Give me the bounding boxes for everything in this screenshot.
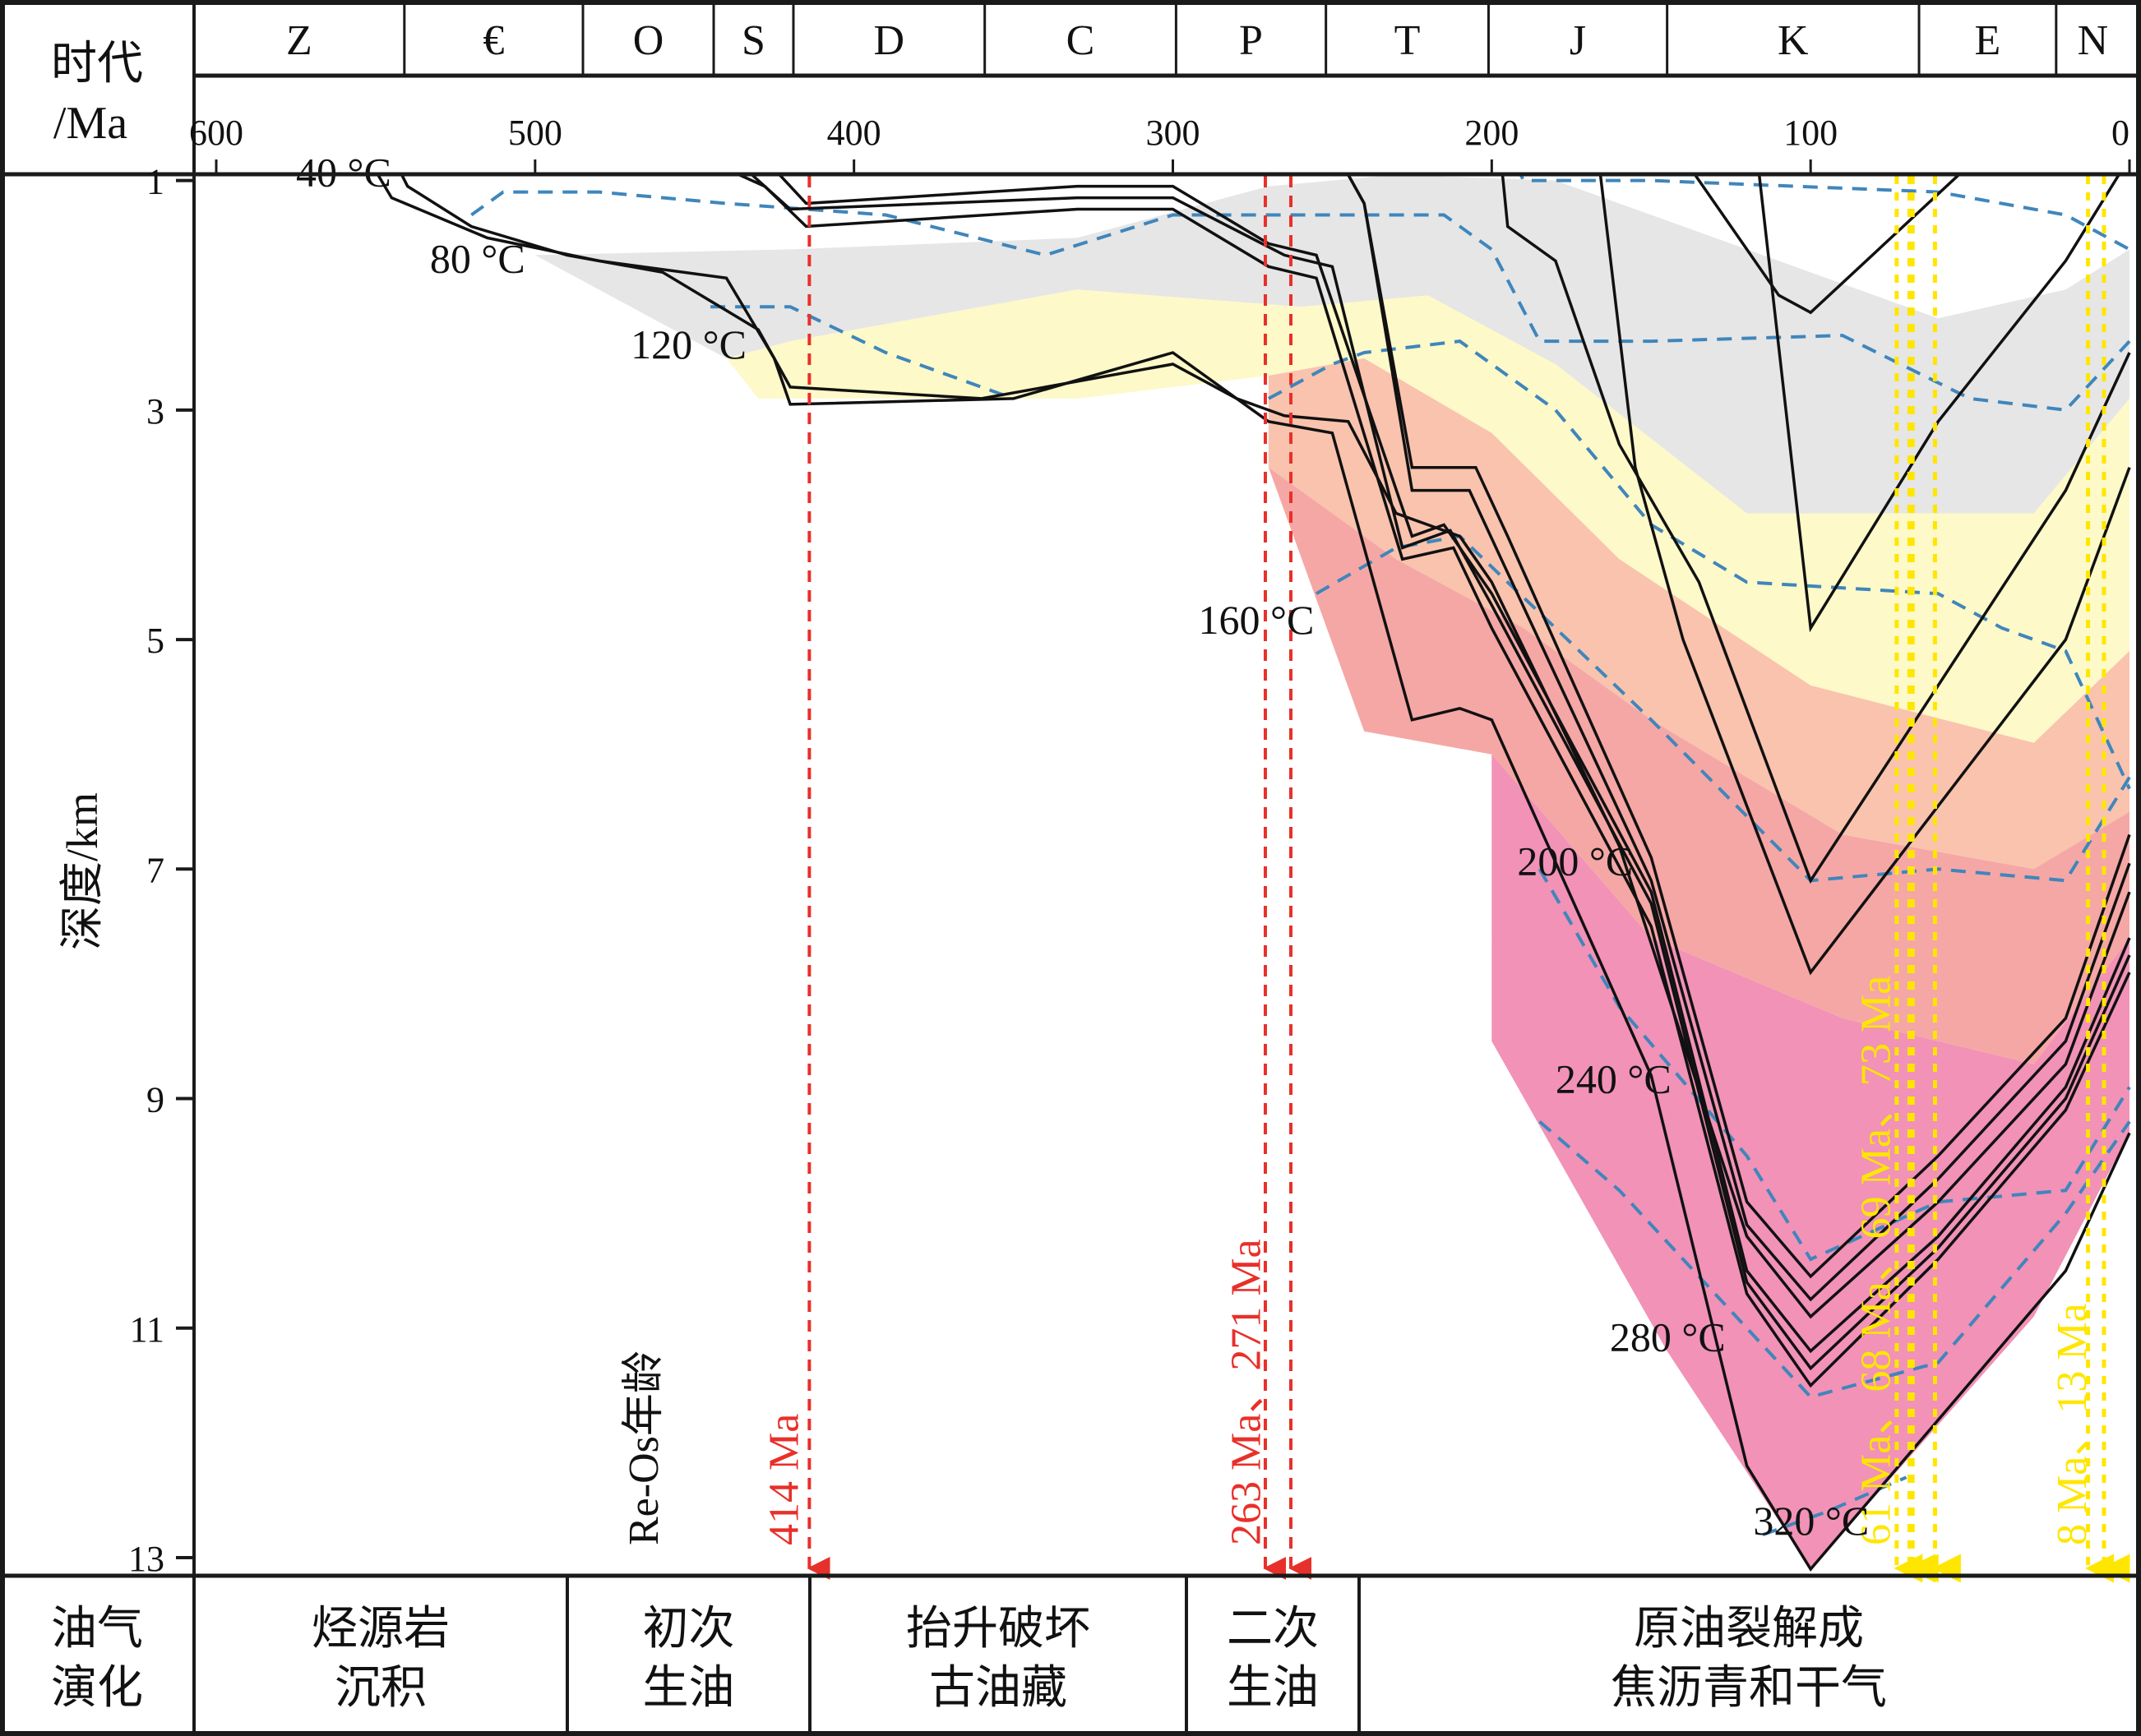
isotherm-label: 280 °C [1610,1314,1726,1360]
stage-label: 焦沥青和干气 [1611,1663,1887,1714]
stage-label: 二次 [1227,1604,1319,1655]
period-label-T: T [1394,17,1421,64]
period-label-E: E [1975,17,2001,64]
evolution-row-label-line1: 油气 [51,1604,143,1655]
x-tick-label: 100 [1783,113,1838,153]
stage-label: 生油 [643,1663,735,1714]
burial-curves [376,174,2131,1572]
isotherm-label: 80 °C [430,235,525,281]
burial-curve-4 [734,174,2131,1388]
x-axis-time: 600 500 400 300 200 100 0 [189,113,2131,174]
isotherm-label: 120 °C [631,321,747,367]
maturity-zone-zone-1 [534,174,2129,514]
maturity-zone-zone-5 [1491,754,2129,1569]
isotherm-label: 240 °C [1556,1056,1672,1102]
x-axis-label-line1: 时代 [51,39,143,90]
x-tick-label: 300 [1146,113,1200,153]
y-tick-label: 9 [146,1080,164,1120]
x-tick-label: 500 [508,113,562,153]
isotherm-label: 200 °C [1517,838,1633,884]
x-tick-label: 200 [1464,113,1519,153]
y-tick-label: 3 [146,391,164,432]
stage-label: 古油藏 [929,1663,1067,1714]
x-axis-label-line2: /Ma [53,98,127,149]
isotherm-80c [470,190,2131,412]
stage-label: 抬升破坏 [906,1604,1090,1655]
burial-curve-6 [1346,174,2131,1279]
period-label-C: C [1066,17,1095,64]
burial-curve-11 [1693,174,1962,315]
stage-label: 初次 [643,1604,735,1655]
stage-label: 生油 [1227,1663,1319,1714]
stage-label: 原油裂解成 [1634,1604,1864,1655]
burial-curve-2 [376,174,2131,1572]
period-label-S: S [742,17,765,64]
y-axis-label: 深度/km [58,792,107,950]
stage-label: 烃源岩 [312,1604,450,1655]
x-tick-label: 600 [189,113,243,153]
isotherm-120c [710,305,1015,400]
burial-curve-9 [1598,174,2131,976]
isotherm-200c [1316,534,2131,883]
evolution-row-label-line2: 演化 [51,1663,143,1714]
x-tick-label: 0 [2111,113,2129,153]
period-label-O: O [633,17,664,64]
age-label-yellow: 8 Ma、13 Ma [2049,1303,2096,1545]
period-label-K: K [1778,17,1809,64]
period-label-Z: Z [286,17,312,64]
period-label-D: D [874,17,905,64]
stage-label: 沉积 [335,1663,427,1714]
period-label-€: € [483,17,504,64]
period-label-N: N [2078,17,2109,64]
age-label-red: 263 Ma、271 Ma [1223,1239,1269,1545]
burial-curve-3 [777,174,2131,1354]
maturity-zone-zone-4 [1268,467,2129,1064]
y-tick-label: 7 [146,850,164,890]
y-tick-label: 1 [146,162,164,202]
x-tick-label: 400 [827,113,881,153]
period-label-P: P [1239,17,1263,64]
maturity-zone-zone-2 [726,289,2129,743]
age-label-yellow: 61 Ma、68 Ma、69 Ma、73 Ma [1853,976,1900,1545]
y-tick-label: 5 [146,621,164,661]
age-label-red: 414 Ma [761,1414,807,1545]
re-os-age-markers: 414 Ma 263 Ma、271 Ma 61 Ma、68 Ma、69 Ma、73 … [761,176,2130,1583]
period-label-J: J [1570,17,1586,64]
isotherm-label: 320 °C [1753,1498,1869,1544]
geologic-period-row: Z € O S D C P T J K E N [286,2,2108,76]
isotherm-label: 160 °C [1199,597,1315,643]
burial-curve-8 [1501,174,2131,884]
burial-curve-5 [749,174,2131,1371]
isotherm-280c [1538,1120,2131,1399]
y-tick-label: 13 [128,1539,164,1579]
re-os-label: Re-Os年龄 [621,1350,668,1545]
y-tick-label: 11 [130,1309,164,1350]
